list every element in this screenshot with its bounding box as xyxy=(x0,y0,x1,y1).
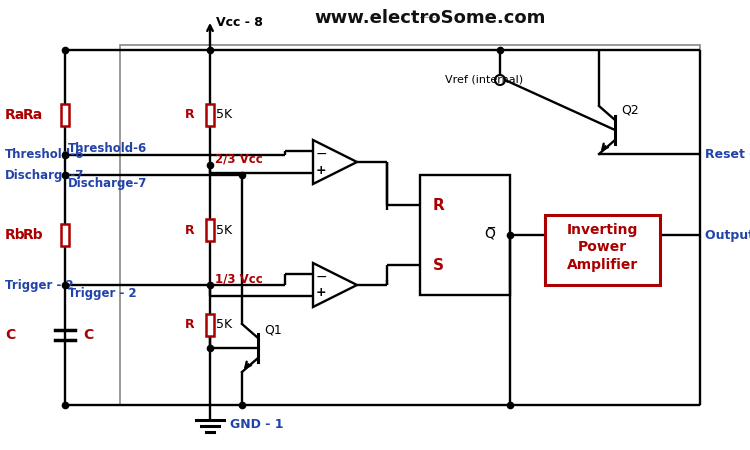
Text: Discharge-7: Discharge-7 xyxy=(5,168,84,181)
Text: Vcc - 8: Vcc - 8 xyxy=(216,15,262,28)
Text: Rb: Rb xyxy=(5,228,26,242)
Text: Q̅: Q̅ xyxy=(484,228,496,242)
Text: Inverting: Inverting xyxy=(567,223,638,237)
Text: R: R xyxy=(184,224,194,237)
Text: 2/3 Vcc: 2/3 Vcc xyxy=(215,153,262,166)
Text: Discharge-7: Discharge-7 xyxy=(68,176,147,189)
Text: www.electroSome.com: www.electroSome.com xyxy=(420,17,436,18)
Text: −: − xyxy=(315,270,327,284)
Text: Ra: Ra xyxy=(5,108,26,122)
Text: R: R xyxy=(432,198,444,212)
Bar xyxy=(206,314,214,336)
Text: +: + xyxy=(316,163,326,176)
Text: +: + xyxy=(316,287,326,300)
Text: Threshold-6: Threshold-6 xyxy=(68,141,147,154)
Text: Reset - 4: Reset - 4 xyxy=(705,148,750,161)
Text: Trigger - 2: Trigger - 2 xyxy=(5,279,74,292)
Text: Trigger - 2: Trigger - 2 xyxy=(68,287,136,300)
Text: Vref (internal): Vref (internal) xyxy=(445,75,524,85)
Bar xyxy=(206,104,214,126)
Text: R: R xyxy=(184,108,194,122)
Text: Output - 3: Output - 3 xyxy=(705,229,750,242)
Text: C: C xyxy=(5,328,15,342)
Text: Amplifier: Amplifier xyxy=(567,258,638,272)
Text: 5K: 5K xyxy=(216,224,232,237)
Text: Q1: Q1 xyxy=(264,324,282,337)
Bar xyxy=(545,215,660,285)
Text: www.electroSome.com: www.electroSome.com xyxy=(314,9,546,27)
Text: 1/3 Vcc: 1/3 Vcc xyxy=(215,273,262,285)
Text: R: R xyxy=(184,319,194,332)
Bar xyxy=(61,104,69,126)
Bar xyxy=(120,45,700,405)
Text: Ra: Ra xyxy=(22,108,43,122)
Text: 5K: 5K xyxy=(216,108,232,122)
Bar xyxy=(61,224,69,246)
Text: Power: Power xyxy=(578,240,627,254)
Text: GND - 1: GND - 1 xyxy=(230,418,284,432)
Bar xyxy=(420,175,510,295)
Bar xyxy=(206,219,214,241)
Text: C: C xyxy=(83,328,93,342)
Text: S: S xyxy=(433,257,443,273)
Text: −: − xyxy=(315,147,327,161)
Text: Rb: Rb xyxy=(22,228,43,242)
Text: 5K: 5K xyxy=(216,319,232,332)
Text: Q2: Q2 xyxy=(621,104,639,117)
Text: Threshold-6: Threshold-6 xyxy=(5,148,84,162)
